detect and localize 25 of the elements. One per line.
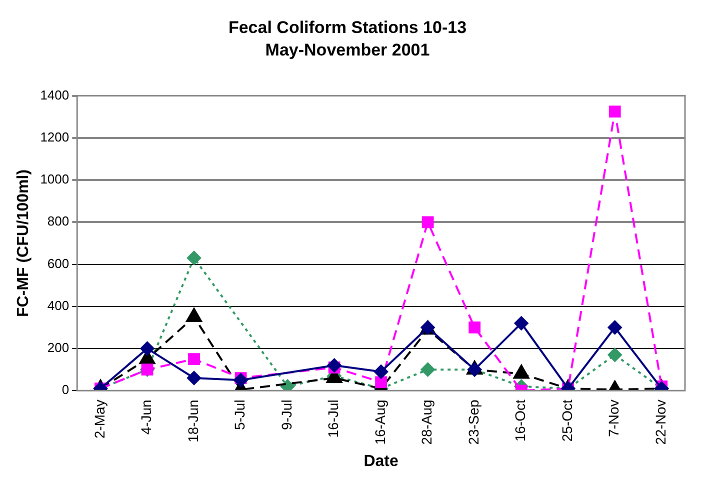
chart-title: Fecal Coliform Stations 10-13 xyxy=(228,18,467,37)
y-tick-label: 1200 xyxy=(40,130,70,144)
y-tick-label: 400 xyxy=(47,298,70,313)
x-tick-label: 16-Jul xyxy=(325,400,342,438)
x-tick-label: 4-Jun xyxy=(138,400,154,435)
y-tick-label: 600 xyxy=(47,256,70,271)
y-tick-label: 800 xyxy=(47,214,70,229)
x-tick-label: 5-Jul xyxy=(232,400,248,430)
x-tick-label: 2-May xyxy=(91,400,108,439)
x-tick-label: 18-Jun xyxy=(184,400,201,442)
x-tick-label: 22-Nov xyxy=(652,400,668,445)
x-tick-label: 9-Jul xyxy=(278,400,294,430)
x-tick-label: 23-Sep xyxy=(465,399,482,445)
y-tick-label: 0 xyxy=(62,382,70,398)
x-axis-title: Date xyxy=(364,452,398,470)
y-axis-title: FC-MF (CFU/100ml) xyxy=(15,169,32,318)
x-tick-label: 28-Aug xyxy=(418,400,435,445)
chart-subtitle: May-November 2001 xyxy=(265,40,430,60)
y-tick-label: 200 xyxy=(47,340,70,356)
x-tick-label: 25-Oct xyxy=(558,400,575,442)
y-tick-label: 1000 xyxy=(40,172,70,187)
x-tick-label: 7-Nov xyxy=(606,400,622,438)
x-tick-label: 16-Oct xyxy=(512,400,528,442)
y-tick-label: 1400 xyxy=(40,87,70,102)
x-tick-label: 16-Aug xyxy=(372,400,388,445)
